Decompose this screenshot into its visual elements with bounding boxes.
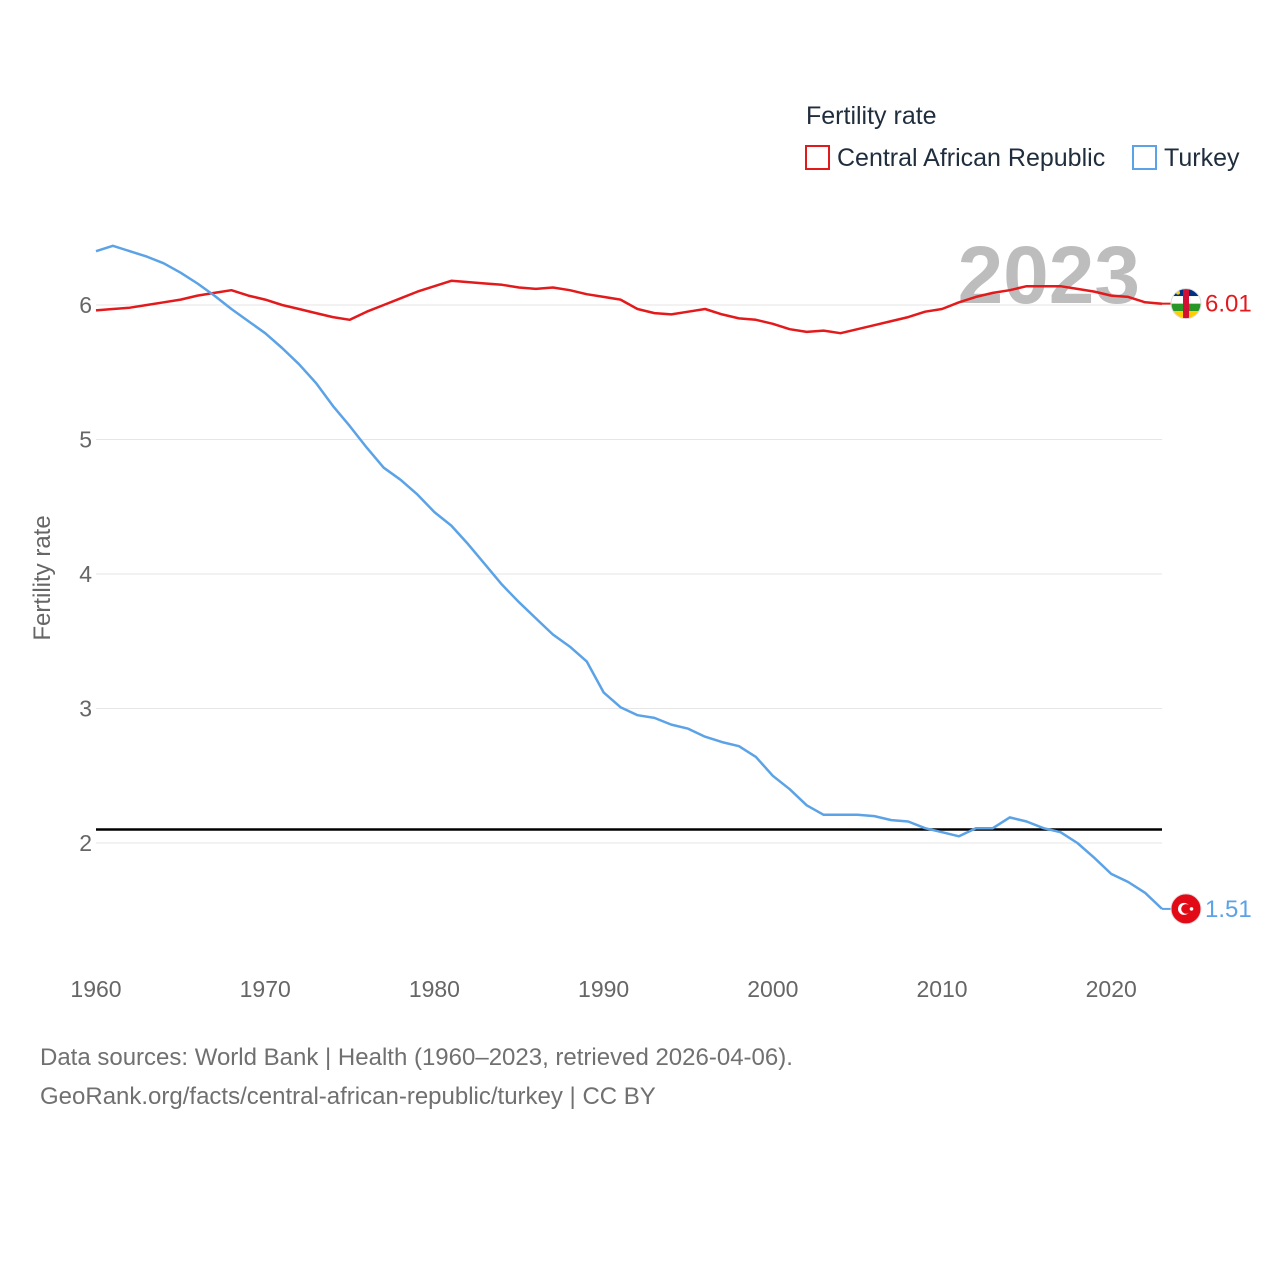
gridlines [96,304,1162,844]
y-tick-label: 3 [79,696,92,722]
end-value-label-central-african-republic: 6.01 [1205,291,1252,318]
series-line-central-african-republic[interactable] [95,279,1163,335]
series-lines [95,244,1163,910]
year-watermark: 2023 [958,230,1140,321]
legend-label-turkey[interactable]: Turkey [1164,144,1240,172]
x-tick-label: 2000 [747,976,798,1002]
y-tick-label: 6 [79,292,92,318]
y-tick-label: 4 [79,561,92,587]
y-axis-ticks: 2 3 4 5 6 [79,292,92,856]
y-tick-label: 5 [79,427,92,453]
central-african-republic-flag-icon [1170,288,1202,320]
x-tick-label: 1980 [409,976,460,1002]
x-tick-label: 2020 [1086,976,1137,1002]
legend: Fertility rate Central African Republic … [805,102,1240,172]
x-tick-label: 1990 [578,976,629,1002]
end-markers: 6.01 1.51 [1162,288,1252,925]
legend-swatch-central-african-republic[interactable] [805,145,830,170]
turkey-flag-icon [1170,893,1202,925]
x-tick-label: 1960 [70,976,121,1002]
legend-swatch-turkey[interactable] [1132,145,1157,170]
y-axis-label: Fertility rate [29,515,56,640]
footer-sources: Data sources: World Bank | Health (1960–… [40,1044,793,1071]
x-axis-ticks: 1960 1970 1980 1990 2000 2010 2020 [70,976,1136,1002]
line-chart: 2 3 4 5 6 1960 1970 1980 1990 2000 2010 2020 Ferti… [29,102,1252,1002]
footer-attribution[interactable]: GeoRank.org/facts/central-african-republ… [40,1083,656,1110]
x-tick-label: 2010 [916,976,967,1002]
series-line-turkey[interactable] [95,244,1163,910]
y-tick-label: 2 [79,830,92,856]
x-tick-label: 1970 [240,976,291,1002]
legend-title: Fertility rate [806,102,937,130]
end-value-label-turkey: 1.51 [1205,896,1252,923]
legend-label-central-african-republic[interactable]: Central African Republic [837,144,1105,172]
